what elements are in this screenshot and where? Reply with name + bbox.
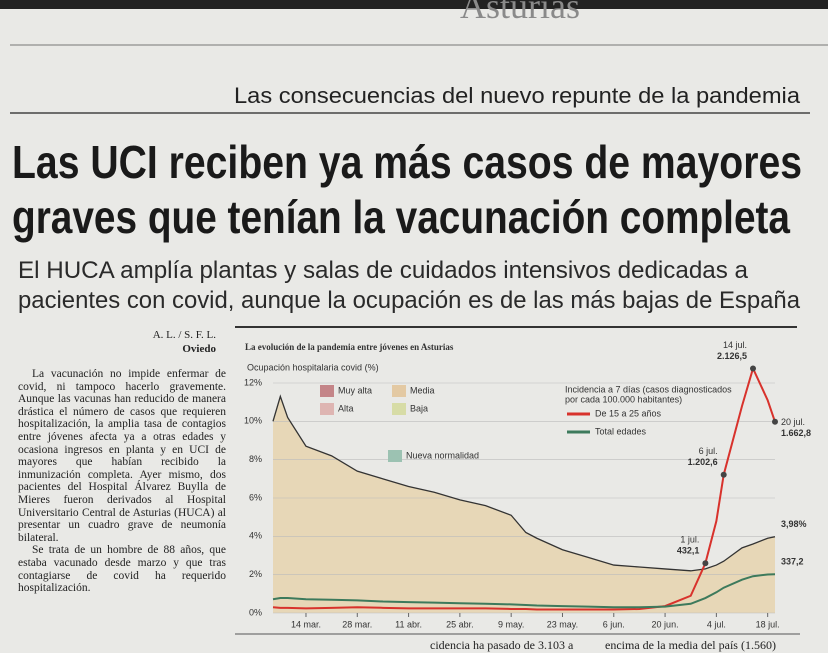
annotation-value: 1.202,6 [688, 457, 718, 467]
x-tick-label: 25 abr. [446, 619, 474, 629]
x-tick-label: 18 jul. [756, 619, 780, 629]
annotation-value: 2.126,5 [717, 351, 747, 361]
y-tick-label: 12% [244, 377, 262, 387]
y-tick-label: 2% [249, 569, 262, 579]
annotation-date: 1 jul. [680, 535, 699, 545]
y-tick-label: 10% [244, 416, 262, 426]
paragraph: Se trata de un hombre de 88 años, que es… [18, 544, 226, 595]
location: Oviedo [182, 343, 216, 355]
legend-swatch [388, 450, 402, 462]
x-tick-label: 9 may. [498, 619, 524, 629]
top-edge [0, 0, 828, 9]
point-marker [772, 418, 778, 425]
legend-label: Total edades [595, 426, 647, 436]
series-line [272, 394, 776, 572]
legend-label: Media [410, 385, 435, 395]
x-tick-label: 6 jun. [603, 619, 625, 629]
paragraph: La vacunación no impide enfermar de covi… [18, 368, 226, 544]
legend-swatch [392, 403, 406, 415]
x-tick-label: 4 jul. [707, 619, 726, 629]
legend-label: Muy alta [338, 385, 372, 395]
legend-label: Baja [410, 403, 428, 413]
annotation-value: 3,98% [781, 519, 807, 529]
legend-swatch [320, 385, 334, 397]
annotation-value: 432,1 [677, 546, 700, 556]
legend-label: Alta [338, 403, 354, 413]
subheadline-line: El HUCA amplía plantas y salas de cuidad… [18, 257, 749, 284]
legend-swatch [320, 403, 334, 415]
chart-title: La evolución de la pandemia entre jóvene… [245, 342, 454, 352]
annotation-value: 337,2 [781, 557, 804, 567]
legend-title: Incidencia a 7 días (casos diagnosticado… [565, 384, 732, 394]
legend-swatch [392, 385, 406, 397]
x-tick-label: 14 mar. [291, 619, 321, 629]
x-tick-label: 11 abr. [395, 619, 422, 629]
y-axis-label: Ocupación hospitalaria covid (%) [247, 362, 379, 372]
legend-label: De 15 a 25 años [595, 408, 662, 418]
annotation-date: 20 jul. [781, 417, 805, 427]
annotation-value: 1.662,8 [781, 428, 811, 438]
series-line [272, 573, 776, 609]
footer-text: encima de la media del país (1.560) [605, 638, 776, 652]
occupancy-area [273, 396, 775, 613]
y-tick-label: 8% [249, 454, 262, 464]
subheadline-line: pacientes con covid, aunque la ocupación… [18, 287, 801, 314]
y-tick-label: 6% [249, 492, 262, 502]
y-tick-label: 0% [249, 607, 262, 617]
point-marker [750, 365, 757, 372]
point-marker [702, 560, 709, 567]
x-tick-label: 28 mar. [342, 619, 372, 629]
legend-label: Nueva normalidad [406, 450, 479, 460]
headline-line: graves que tenían la vacunación completa [12, 191, 790, 243]
point-marker [720, 471, 727, 478]
x-tick-label: 20 jun. [652, 619, 679, 629]
series-line [272, 365, 776, 611]
x-tick-label: 23 may. [547, 619, 578, 629]
article-body: La vacunación no impide enfermar de covi… [18, 368, 226, 653]
footer-text: cidencia ha pasado de 3.103 a [430, 638, 574, 652]
legend-title: por cada 100.000 habitantes) [565, 394, 682, 404]
masthead: Asturias [460, 0, 580, 26]
headline-line: Las UCI reciben ya más casos de mayores [12, 136, 802, 188]
chart: La evolución de la pandemia entre jóvene… [244, 340, 811, 630]
kicker: Las consecuencias del nuevo repunte de l… [234, 83, 801, 108]
y-tick-label: 4% [249, 531, 262, 541]
annotation-date: 6 jul. [699, 446, 718, 456]
byline: A. L. / S. F. L. [153, 329, 217, 341]
annotation-date: 14 jul. [723, 340, 747, 350]
